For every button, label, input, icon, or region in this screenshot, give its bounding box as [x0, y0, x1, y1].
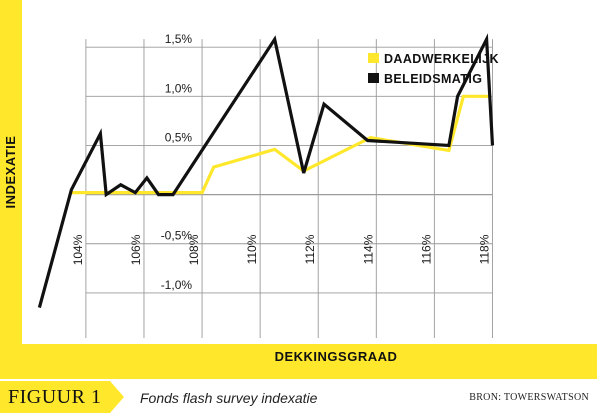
x-axis-title: DEKKINGSGRAAD — [275, 349, 398, 364]
x-tick-label: 112% — [303, 234, 317, 264]
plot-panel — [22, 0, 597, 344]
series-lines — [37, 33, 495, 309]
grid-lines — [85, 39, 493, 338]
y-tick-label: 1,0% — [165, 81, 193, 95]
legend-label-beleidsmatig: BELEIDSMATIG — [384, 72, 482, 86]
figure-source: BRON: TOWERSWATSON — [469, 392, 589, 403]
x-tick-label: 104% — [71, 234, 85, 265]
tick-labels: -1,0% -0,5% 0,5% 1,0% 1,5% 104% 106% 108% 110% 11… — [71, 32, 492, 292]
x-tick-label: 116% — [419, 234, 433, 264]
figure-caption: Fonds flash survey indexatie — [140, 390, 318, 406]
figure-tag-arrow — [110, 381, 124, 413]
y-tick-label: -0,5% — [161, 229, 193, 243]
legend-swatch-beleidsmatig — [368, 73, 379, 83]
x-tick-label: 106% — [129, 234, 143, 265]
figure-number: FIGUUR 1 — [8, 386, 102, 408]
x-tick-label: 114% — [361, 234, 375, 264]
series-line-beleidsmatig — [37, 33, 495, 309]
figure-tag — [0, 381, 110, 413]
legend: DAADWERKELIJK BELEIDSMATIG — [368, 52, 499, 86]
figure-footer: FIGUUR 1 Fonds flash survey indexatie BR… — [0, 379, 597, 415]
legend-label-daadwerkelijk: DAADWERKELIJK — [384, 52, 499, 66]
y-tick-label: 1,5% — [165, 32, 193, 46]
legend-swatch-daadwerkelijk — [368, 53, 379, 63]
y-tick-label: 0,5% — [165, 130, 193, 144]
x-tick-label: 110% — [245, 234, 259, 264]
y-axis-title: INDEXATIE — [3, 136, 18, 209]
x-tick-label: 108% — [187, 234, 201, 265]
y-tick-label: -1,0% — [161, 278, 193, 292]
x-tick-label: 118% — [477, 234, 491, 264]
